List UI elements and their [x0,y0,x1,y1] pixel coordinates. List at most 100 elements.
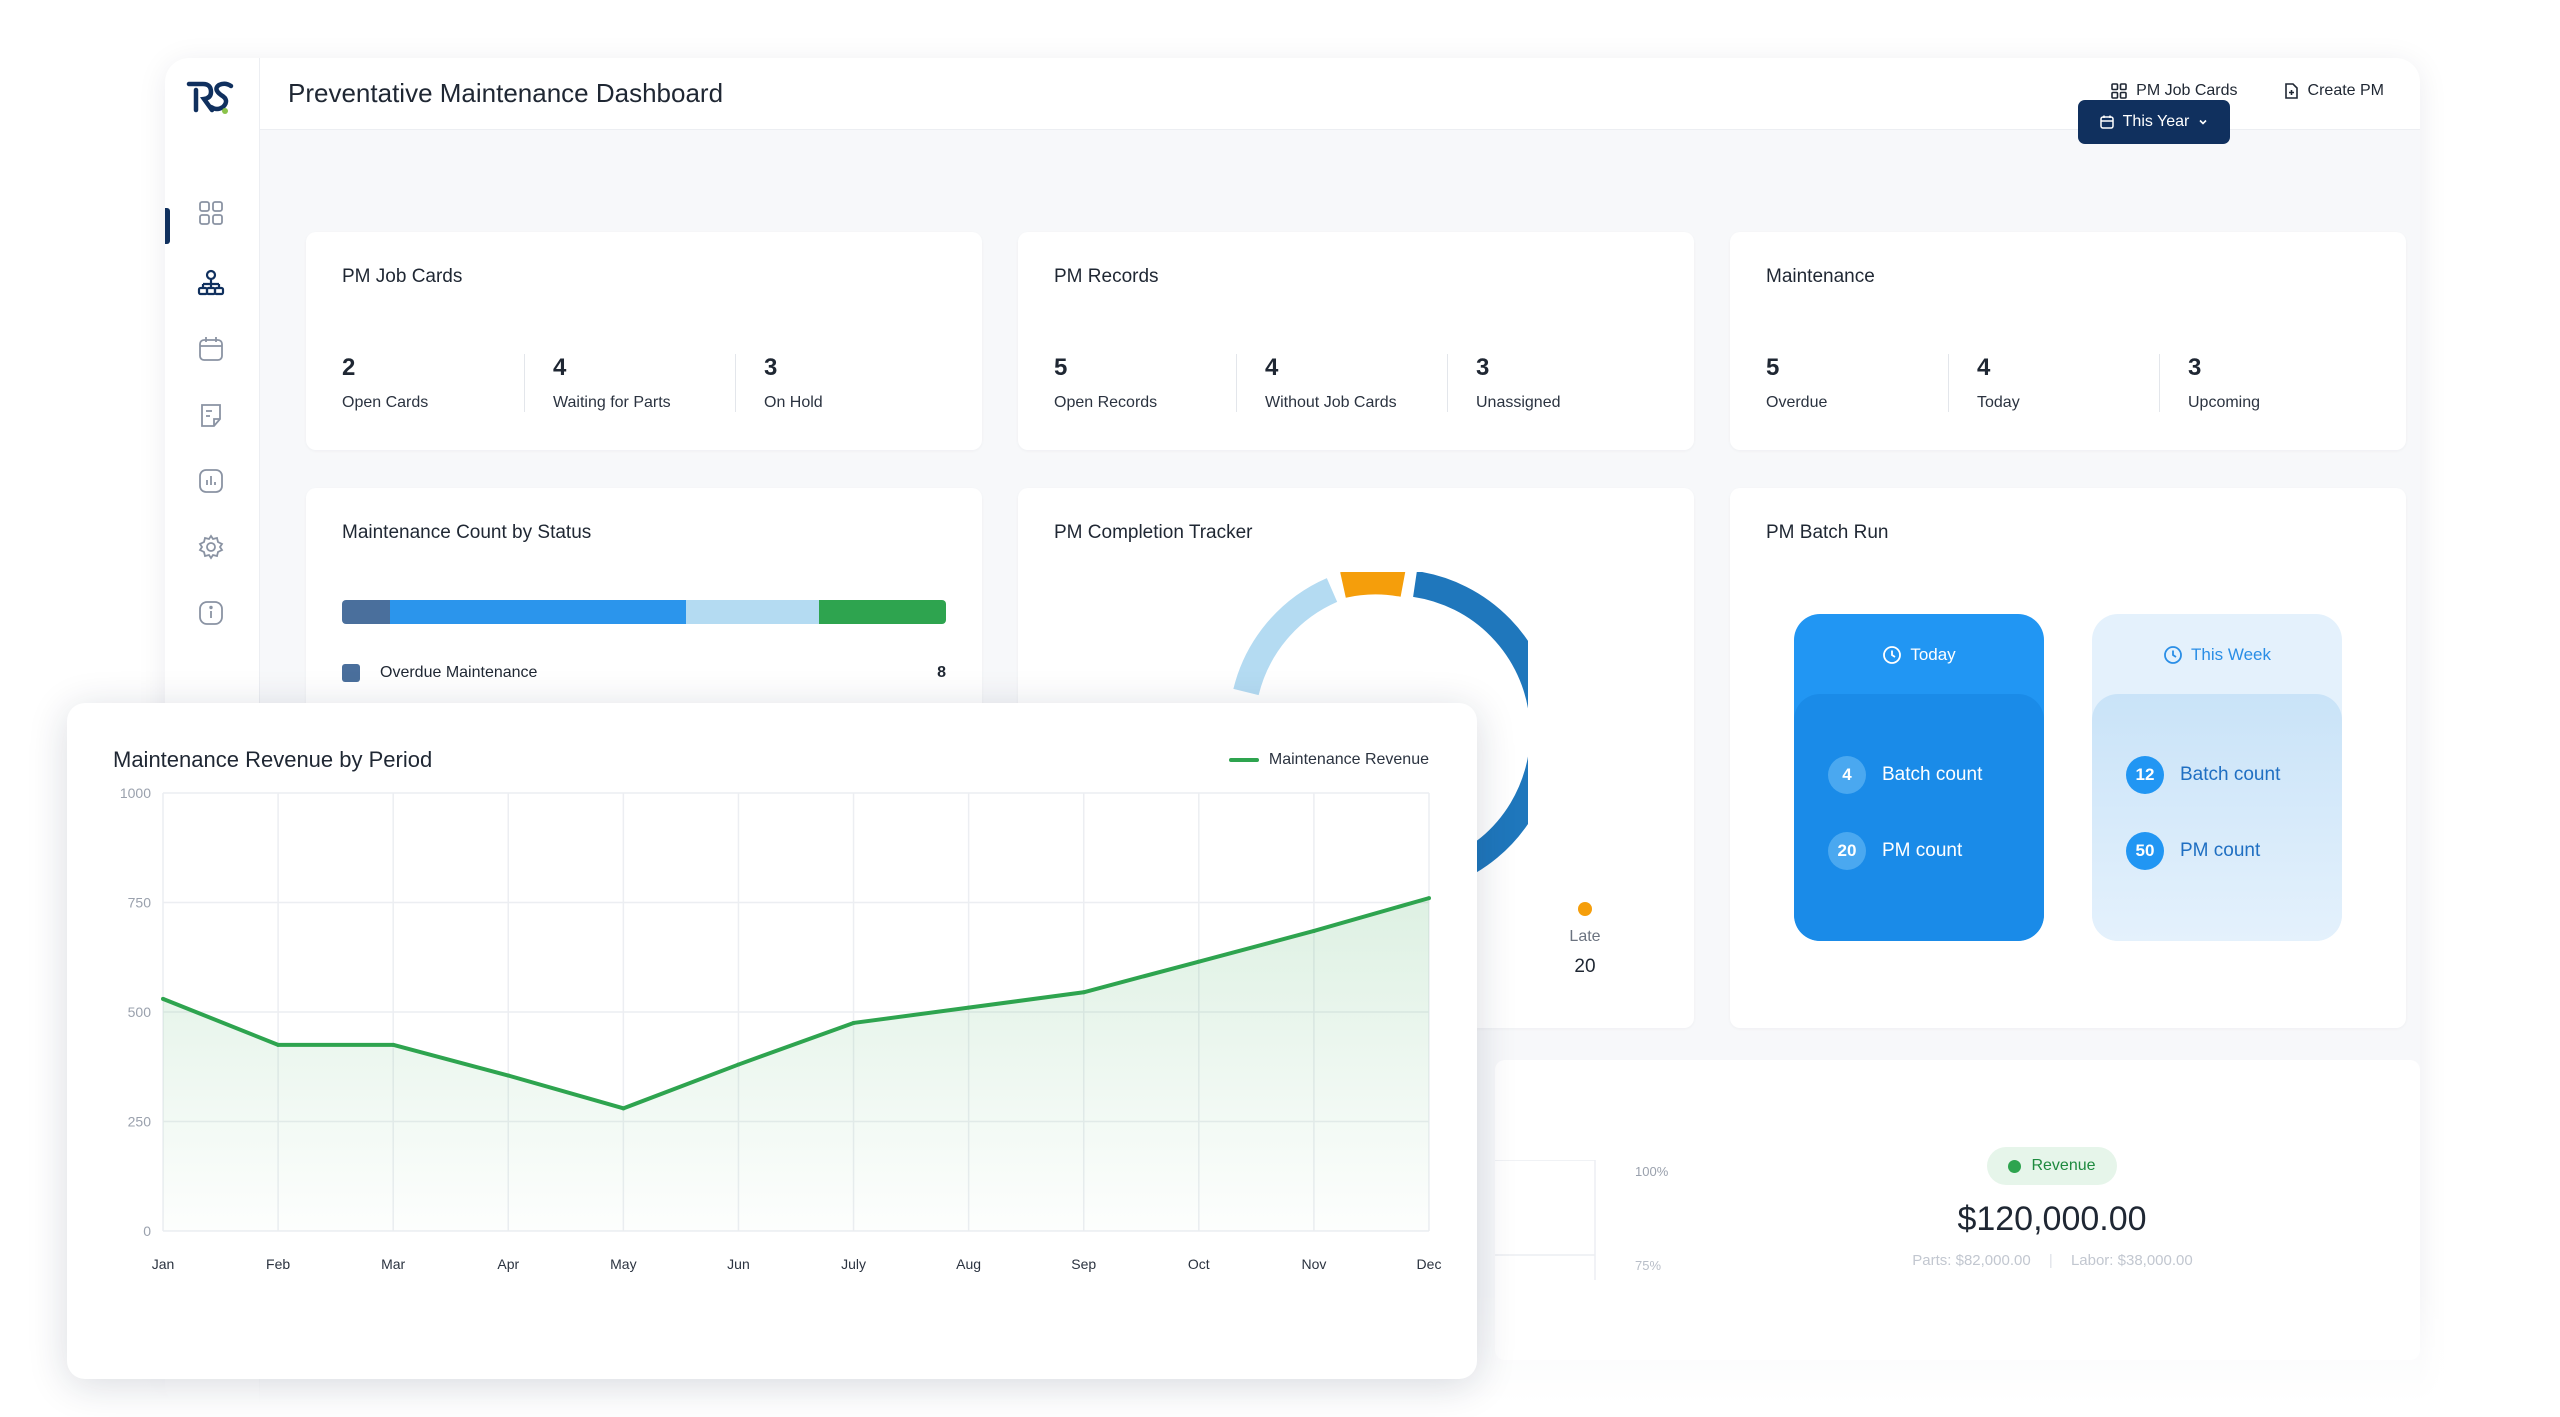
batch-count-label: Batch count [2180,764,2281,785]
x-tick-label: Jun [727,1256,750,1272]
legend-line [1228,758,1259,762]
late-value: 20 [1574,956,1596,977]
batch-today-body: 4 Batch count 20 PM count [1794,694,2044,941]
revenue-pill[interactable]: Revenue [1987,1147,2117,1185]
chart-legend[interactable]: Maintenance Revenue [1228,751,1429,769]
pm-job-cards-card: PM Job Cards 2 Open Cards 4 Waiting for Pa… [306,232,982,450]
late-legend-dot [1578,902,1592,916]
x-tick-label: May [610,1256,636,1272]
stat-without-job-cards[interactable]: 4 Without Job Cards [1236,354,1447,412]
create-pm-button[interactable]: Create PM [2282,82,2384,100]
revenue-point[interactable] [851,1020,856,1025]
stat-value: 5 [1054,354,1068,381]
stats-row: 2 Open Cards 4 Waiting for Parts 3 On Hold [342,354,946,412]
revenue-point[interactable] [1196,959,1201,964]
revenue-point[interactable] [161,996,165,1001]
maintenance-card: Maintenance 5 Overdue 4 Today 3 Upcoming [1730,232,2406,450]
card-title: PM Records [1054,266,1159,287]
revenue-point[interactable] [506,1073,511,1078]
batch-week-label: This Week [2191,645,2271,664]
create-pm-label: Create PM [2307,82,2384,99]
donut-segment-pending[interactable] [1233,578,1338,696]
legend-value: 8 [937,664,946,681]
y-tick-label: 250 [128,1114,152,1130]
status-stacked-bar [342,600,946,624]
period-filter-dropdown[interactable]: This Year [2078,100,2230,144]
revenue-series-line[interactable] [162,896,1430,1111]
breakdown-divider: | [2048,1252,2053,1269]
status-segment-3[interactable] [686,600,820,624]
batch-week-body: 12 Batch count 50 PM count [2092,694,2342,941]
sidebar-item-clipboard[interactable] [194,398,228,432]
stat-label: Open Records [1054,394,1158,411]
stat-value: 4 [1265,354,1279,381]
status-segment-1[interactable] [342,600,391,624]
hierarchy-icon [197,269,225,296]
revenue-point[interactable] [736,1062,741,1067]
revenue-point[interactable] [391,1042,396,1047]
revenue-point[interactable] [276,1042,281,1047]
revenue-point[interactable] [966,1005,971,1010]
revenue-breakdown: Parts: $82,000.00 | Labor: $38,000.00 [1880,1252,2225,1269]
batch-count-value: 12 [2126,756,2164,794]
page-title: Preventative Maintenance Dashboard [288,78,724,108]
batch-today-header: Today [1794,614,2044,696]
stat-overdue[interactable]: 5 Overdue [1766,354,1948,412]
revenue-point[interactable] [1427,896,1431,901]
x-tick-label: Oct [1188,1256,1210,1272]
dashboard-grid-icon [199,201,223,225]
revenue-pill-label: Revenue [2031,1157,2096,1174]
pm-count-row: 50 PM count [2126,832,2260,870]
revenue-line-chart: 1000 750 500 250 0 Jan Feb Mar Apr May Jun July Aug S… [120,785,1442,1272]
batch-week-card[interactable]: This Week 12 Batch count 50 PM count [2092,614,2342,941]
stat-on-hold[interactable]: 3 On Hold [735,354,946,412]
y-tick-label: 1000 [120,785,151,801]
pm-count-value: 20 [1828,832,1866,870]
x-tick-label: Sep [1071,1256,1096,1272]
top-bar: Preventative Maintenance Dashboard PM Jo… [260,58,2420,130]
revenue-point[interactable] [621,1106,626,1111]
stat-label: Open Cards [342,394,429,411]
revenue-mini-chart [1495,1160,1596,1280]
donut-segment-completed[interactable] [1413,572,1528,885]
stat-label: Without Job Cards [1265,394,1397,411]
stat-open-records[interactable]: 5 Open Records [1054,354,1236,412]
sidebar-item-reports[interactable] [194,464,228,498]
stat-label: On Hold [764,394,823,411]
donut-segment-late[interactable] [1340,572,1406,598]
stat-unassigned[interactable]: 3 Unassigned [1447,354,1658,412]
stat-open-cards[interactable]: 2 Open Cards [342,354,524,412]
legend-series-name: Maintenance Revenue [1268,751,1429,768]
status-segment-4[interactable] [819,600,946,624]
calendar-icon [2099,115,2114,129]
sidebar-item-calendar[interactable] [194,332,228,366]
stat-label: Upcoming [2188,394,2261,411]
stat-label: Today [1977,394,2020,411]
rs-logo[interactable] [185,76,237,116]
x-tick-label: Jan [152,1256,175,1272]
pm-count-label: PM count [2180,840,2261,861]
x-tick-label: July [841,1256,866,1272]
batch-today-card[interactable]: Today 4 Batch count 20 PM count [1794,614,2044,941]
x-tick-label: Aug [956,1256,981,1272]
x-tick-label: Feb [266,1256,290,1272]
stats-row: 5 Open Records 4 Without Job Cards 3 Unassi… [1054,354,1658,412]
sidebar-item-settings[interactable] [194,530,228,564]
sidebar-item-hierarchy[interactable] [194,266,228,300]
sidebar-item-dashboard[interactable] [194,196,228,230]
stat-waiting-parts[interactable]: 4 Waiting for Parts [524,354,735,412]
x-tick-label: Nov [1301,1256,1326,1272]
status-segment-2[interactable] [390,600,687,624]
document-plus-icon [2284,83,2298,99]
card-title: Maintenance Count by Status [342,522,592,543]
revenue-point[interactable] [1081,990,1086,995]
x-tick-label: Mar [381,1256,405,1272]
sidebar-item-info[interactable] [194,596,228,630]
late-label: Late [1569,928,1601,945]
revenue-point[interactable] [1311,928,1316,933]
batch-today-label: Today [1910,645,1956,664]
batch-count-label: Batch count [1882,764,1983,785]
pm-job-cards-button[interactable]: PM Job Cards [2110,82,2238,100]
stat-upcoming[interactable]: 3 Upcoming [2159,354,2370,412]
stat-today[interactable]: 4 Today [1948,354,2159,412]
